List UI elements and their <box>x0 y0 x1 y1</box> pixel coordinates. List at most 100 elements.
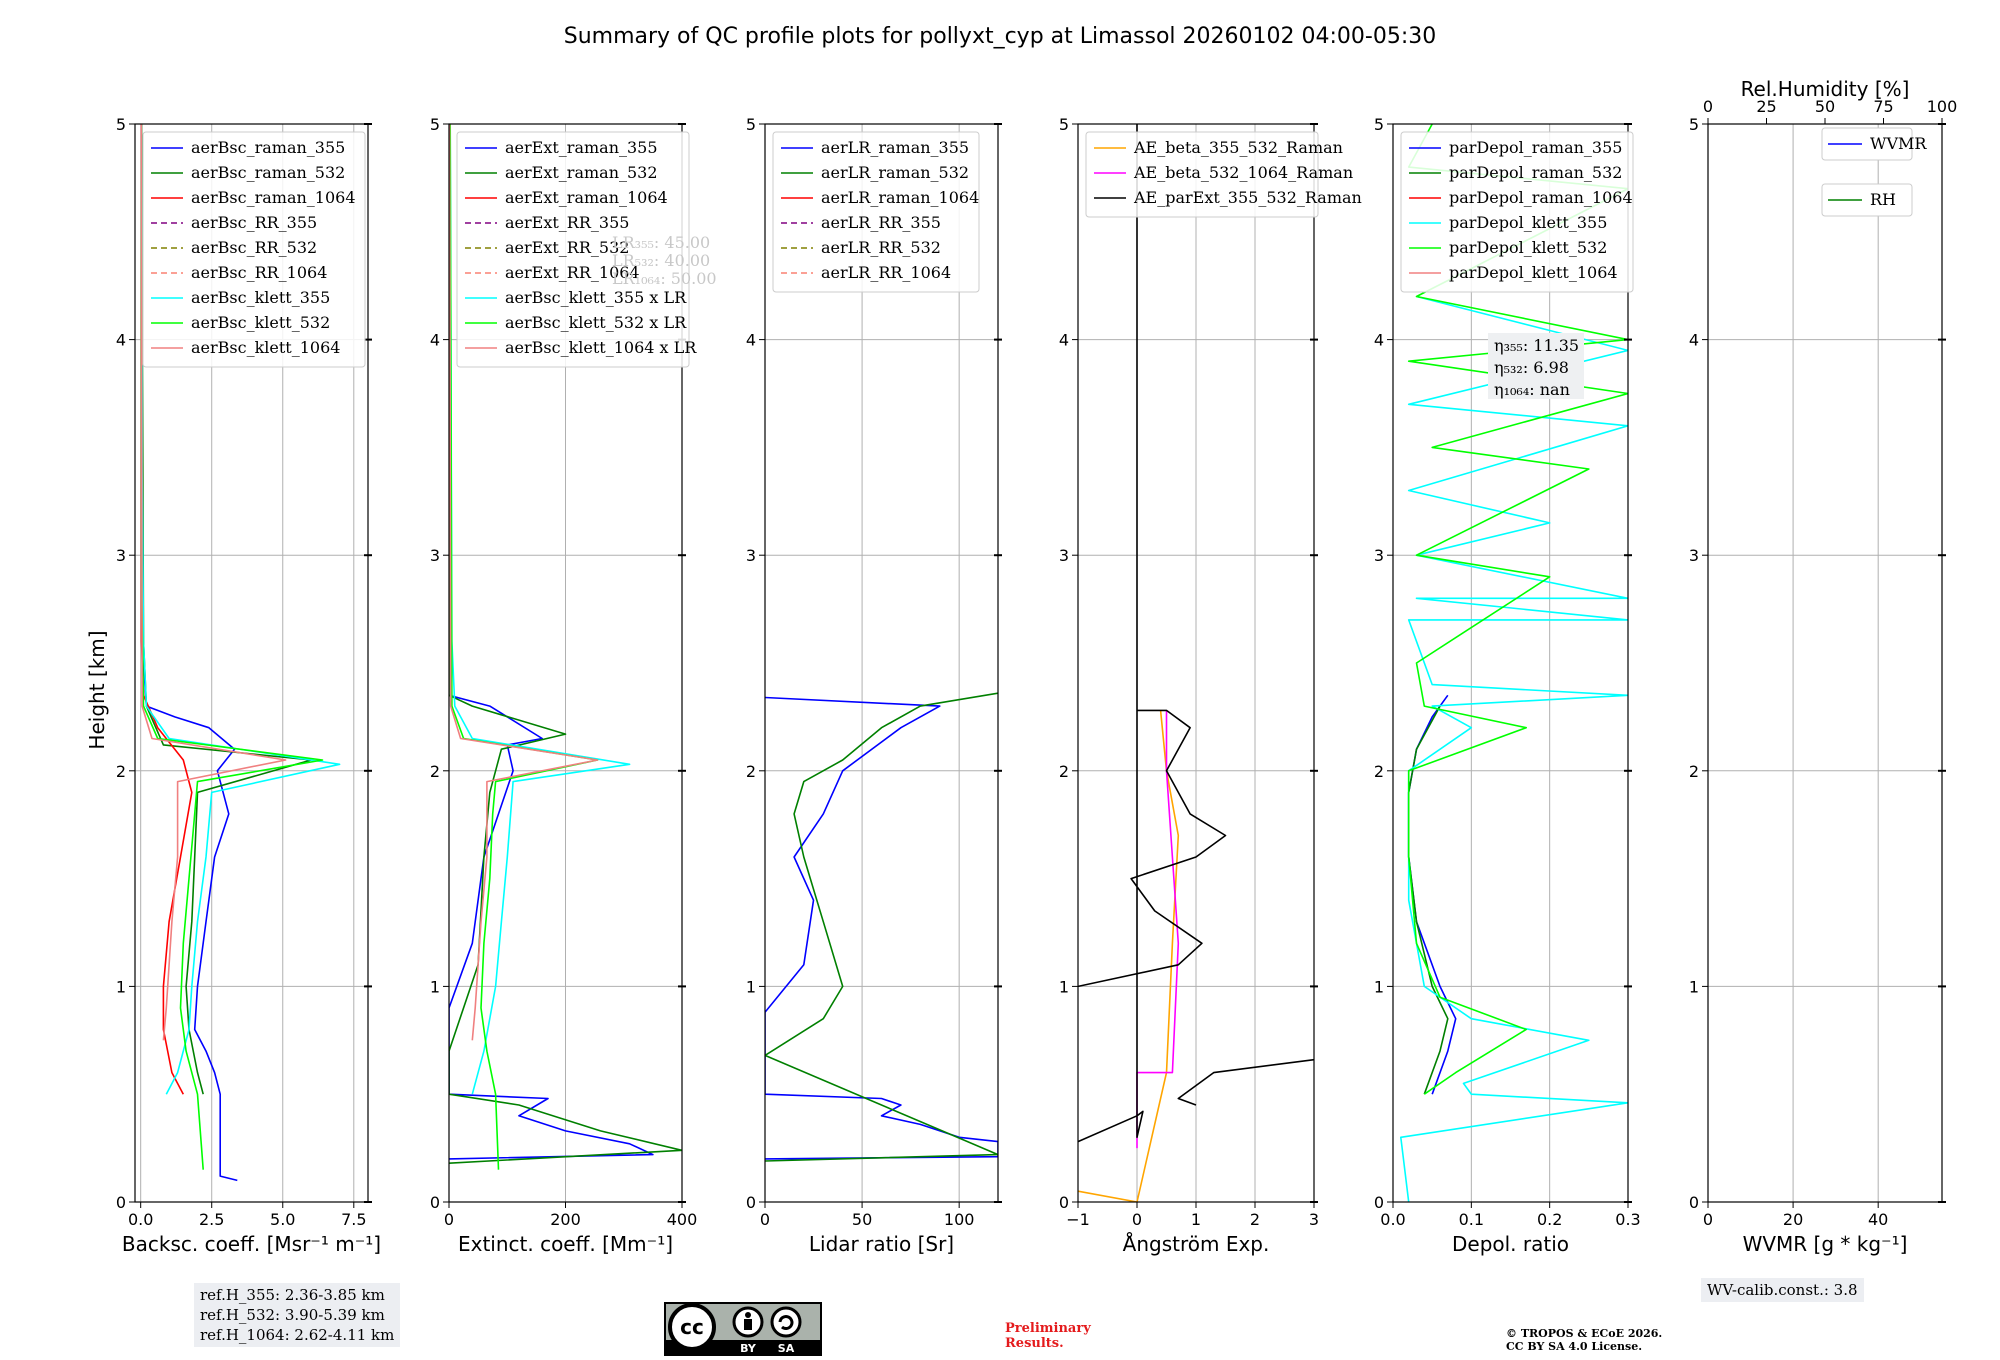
x-tick-label: −1 <box>1066 1210 1090 1229</box>
legend-label: aerBsc_raman_1064 <box>191 188 356 207</box>
panels: 0.0 2.5 5.0 7.5 0 1 2 3 4 5 Backsc. coeff. [Msr⁻¹ … <box>116 77 1957 1256</box>
legend-label: aerBsc_klett_1064 x LR <box>505 338 697 357</box>
y-tick-label: 3 <box>1689 546 1699 565</box>
x-tick-label: 0 <box>760 1210 770 1229</box>
eta-box: η₃₅₅: 11.35 η₅₃₂: 6.98 η₁₀₆₄: nan <box>1488 333 1584 399</box>
y-tick-label: 3 <box>116 546 126 565</box>
top-tick-label: 0 <box>1703 97 1713 116</box>
top-tick-label: 75 <box>1873 97 1893 116</box>
legend: aerLR_raman_355 aerLR_raman_532 aerLR_rama… <box>772 131 980 293</box>
x-tick-label: 40 <box>1868 1210 1888 1229</box>
y-tick-label: 2 <box>1059 762 1069 781</box>
legend-label: RH <box>1870 190 1896 209</box>
preliminary-note: Preliminary Results. <box>1005 1321 1091 1351</box>
legend-label: aerLR_raman_532 <box>821 163 969 182</box>
legend-box <box>1821 127 1913 161</box>
x-tick-label: 0.1 <box>1459 1210 1484 1229</box>
y-tick-label: 4 <box>1059 331 1069 350</box>
x-tick-label: 0 <box>1703 1210 1713 1229</box>
y-tick-label: 2 <box>746 762 756 781</box>
x-tick-label: 0.0 <box>128 1210 153 1229</box>
series-line-aerBsc_klett_532 x LR <box>449 124 599 1170</box>
legend-label: aerBsc_klett_532 <box>191 313 330 332</box>
x-axis-label: WVMR [g * kg⁻¹] <box>1743 1232 1908 1256</box>
legend-label: aerBsc_RR_1064 <box>191 263 327 282</box>
series-line-aerExt_raman_532 <box>449 231 682 1164</box>
y-tick-label: 1 <box>746 977 756 996</box>
series-group <box>449 124 682 1170</box>
series-line-parDepol_raman_532 <box>1407 705 1449 1095</box>
y-tick-label: 1 <box>1059 977 1069 996</box>
x-axis-label: Extinct. coeff. [Mm⁻¹] <box>458 1232 673 1256</box>
x-tick-label: 0.3 <box>1615 1210 1640 1229</box>
y-tick-label: 2 <box>1689 762 1699 781</box>
sa-label: SA <box>778 1342 795 1355</box>
x-axis-label: Backsc. coeff. [Msr⁻¹ m⁻¹] <box>122 1232 381 1256</box>
chart-panel: 0 50 100 0 1 2 3 4 5 Lidar ratio [Sr] aerLR_raman_… <box>746 115 1002 1256</box>
chart-panel: 0.0 2.5 5.0 7.5 0 1 2 3 4 5 Backsc. coeff. [Msr⁻¹ … <box>116 115 381 1256</box>
y-tick-label: 0 <box>1689 1193 1699 1212</box>
y-tick-label: 3 <box>1059 546 1069 565</box>
legend: parDepol_raman_355 parDepol_raman_532 parD… <box>1400 131 1634 293</box>
legend: aerExt_raman_355 aerExt_raman_532 aerExt_r… <box>456 131 697 368</box>
ref-height-line: ref.H_1064: 2.62-4.11 km <box>200 1326 395 1344</box>
y-tick-label: 5 <box>430 115 440 134</box>
series-line-aerBsc_klett_532 <box>140 124 324 1170</box>
y-tick-label: 2 <box>1374 762 1384 781</box>
series-line-parDepol_klett_532 <box>1407 124 1628 1095</box>
x-tick-label: 50 <box>852 1210 872 1229</box>
legend-label: aerLR_RR_532 <box>821 238 941 257</box>
x-tick-label: 200 <box>550 1210 581 1229</box>
ref-height-line: ref.H_532: 3.90-5.39 km <box>200 1306 385 1324</box>
y-tick-label: 2 <box>430 762 440 781</box>
series-line-AE_beta_355_532_Raman <box>1078 710 1180 1202</box>
y-tick-label: 0 <box>1374 1193 1384 1212</box>
axes-frame <box>764 123 999 1203</box>
y-axis-label: Height [km] <box>85 630 109 749</box>
lr-overlay-line: LR₅₃₂: 40.00 <box>612 251 710 270</box>
ref-height-line: ref.H_355: 2.36-3.85 km <box>200 1286 385 1304</box>
y-tick-label: 0 <box>1059 1193 1069 1212</box>
preliminary-line: Results. <box>1005 1336 1064 1351</box>
y-tick-label: 1 <box>1374 977 1384 996</box>
legend: aerBsc_raman_355 aerBsc_raman_532 aerBsc_r… <box>142 131 366 368</box>
y-tick-label: 5 <box>746 115 756 134</box>
x-tick-label: 0.2 <box>1537 1210 1562 1229</box>
series-line-AE_beta_532_1064_Raman <box>1136 710 1180 1149</box>
x-tick-label: 400 <box>667 1210 698 1229</box>
eta-line: η₁₀₆₄: nan <box>1494 380 1570 399</box>
axes-frame <box>134 123 369 1203</box>
series-group <box>140 124 341 1182</box>
y-tick-label: 4 <box>116 331 126 350</box>
y-tick-label: 2 <box>116 762 126 781</box>
legend: WVMR RH <box>1821 127 1927 217</box>
x-axis-label: Ångström Exp. <box>1123 1232 1270 1256</box>
top-tick-label: 100 <box>1927 97 1958 116</box>
ref-heights-box: ref.H_355: 2.36-3.85 km ref.H_532: 3.90-… <box>194 1283 401 1347</box>
legend-label: aerBsc_RR_532 <box>191 238 317 257</box>
y-tick-label: 3 <box>1374 546 1384 565</box>
wv-calib-box: WV-calib.const.: 3.8 <box>1701 1278 1864 1302</box>
legend-label: aerBsc_raman_355 <box>191 138 345 157</box>
by-label: BY <box>740 1342 757 1355</box>
cc-by-sa-badge: cc BY SA <box>664 1302 822 1356</box>
legend-label: AE_parExt_355_532_Raman <box>1133 188 1362 207</box>
legend-label: aerLR_RR_355 <box>821 213 941 232</box>
legend: AE_beta_355_532_Raman AE_beta_532_1064_Ra… <box>1085 131 1362 218</box>
chart-panel: 0 200 400 0 1 2 3 4 5 Extinct. coeff. [Mm⁻¹] aerEx… <box>430 115 697 1256</box>
x-tick-label: 7.5 <box>341 1210 366 1229</box>
y-tick-label: 4 <box>746 331 756 350</box>
legend-label: AE_beta_355_532_Raman <box>1133 138 1343 157</box>
legend-label: AE_beta_532_1064_Raman <box>1133 163 1353 182</box>
chart-panel: 0.0 0.1 0.2 0.3 0 1 2 3 4 5 Depol. ratio parDepol_r… <box>1374 115 1641 1256</box>
series-line-aerBsc_klett_1064 <box>140 124 287 1041</box>
x-tick-label: 0.0 <box>1380 1210 1405 1229</box>
x-tick-label: 2.5 <box>199 1210 224 1229</box>
eta-line: η₅₃₂: 6.98 <box>1494 358 1569 377</box>
copyright-line: CC BY SA 4.0 License. <box>1506 1340 1643 1353</box>
y-tick-label: 3 <box>430 546 440 565</box>
legend-label: parDepol_klett_355 <box>1449 213 1607 232</box>
legend-box <box>142 131 366 368</box>
series-line-AE_parExt_355_532_Raman <box>1078 124 1227 1143</box>
